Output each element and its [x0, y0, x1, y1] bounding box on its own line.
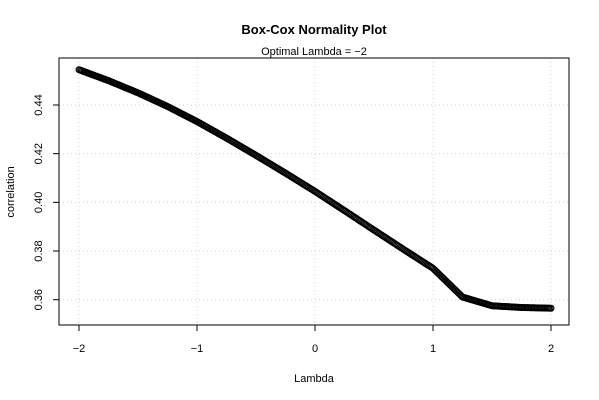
plot-frame: [58, 57, 570, 326]
y-tick-label: 0.42: [33, 143, 45, 164]
x-tick-label: 0: [312, 343, 318, 355]
chart-title: Box-Cox Normality Plot: [241, 22, 387, 37]
x-tick-label: 2: [548, 343, 554, 355]
y-axis-label: correlation: [5, 166, 17, 217]
data-points: [75, 66, 555, 312]
y-tick-label: 0.40: [33, 192, 45, 213]
axis-layer: −2 −1 0 1 2 0.36 0.38 0.40 0.42 0.44: [33, 94, 554, 355]
x-tick-label: −1: [191, 343, 204, 355]
y-tick-label: 0.36: [33, 289, 45, 310]
x-tick-label: 1: [430, 343, 436, 355]
chart-subtitle: Optimal Lambda = −2: [261, 46, 367, 58]
y-tick-label: 0.44: [33, 94, 45, 115]
data-point: [547, 304, 555, 312]
x-axis-label: Lambda: [294, 373, 335, 385]
x-tick-label: −2: [73, 343, 86, 355]
grid-layer: [59, 58, 569, 325]
y-tick-label: 0.38: [33, 240, 45, 261]
